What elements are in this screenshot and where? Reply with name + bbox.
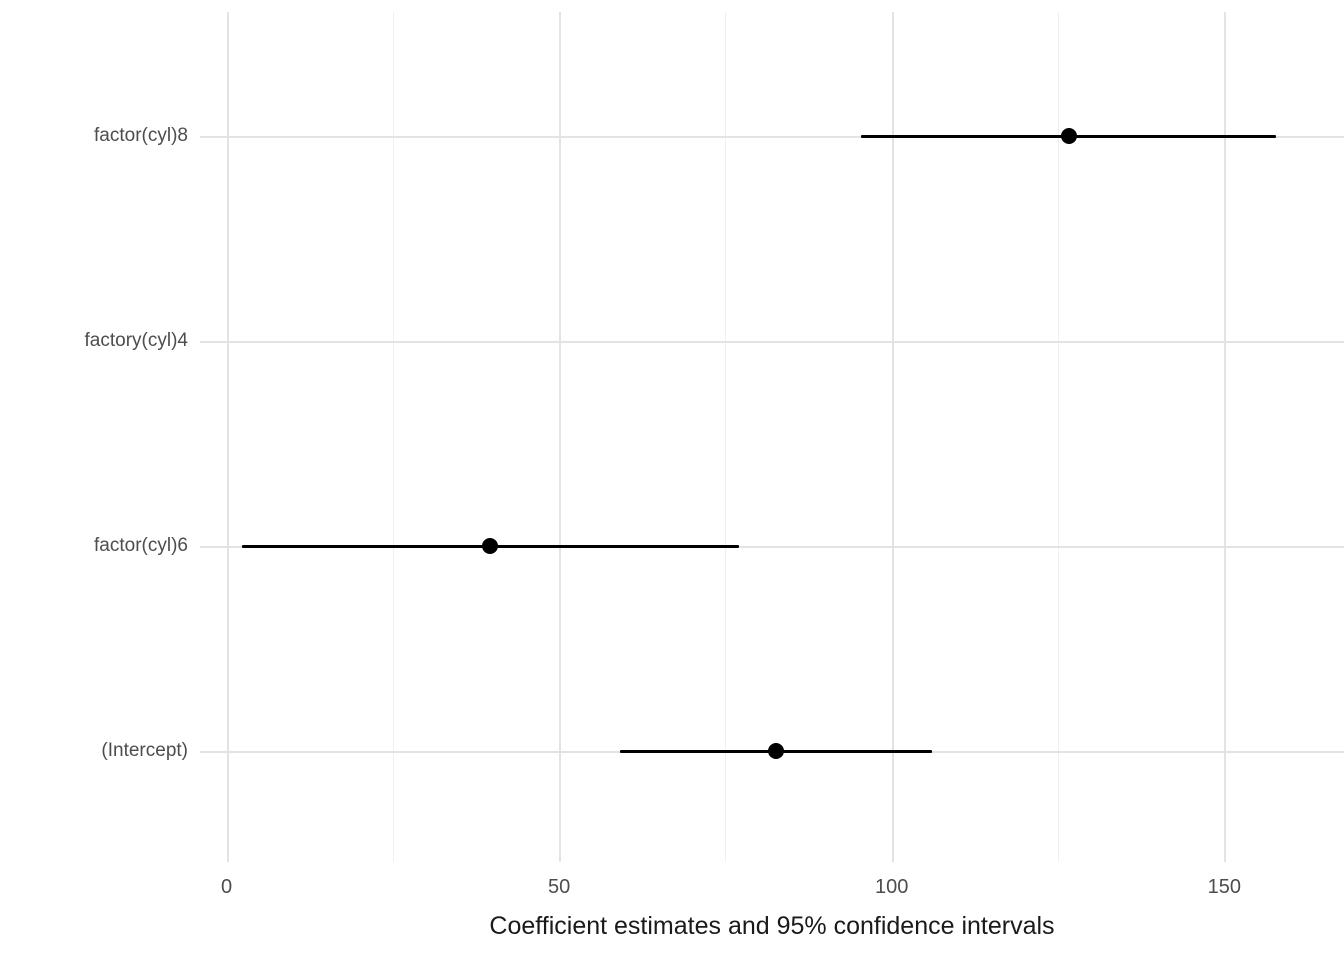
estimate-point [481,538,498,554]
major-gridline-x-150 [1224,12,1227,862]
category-gridline-0 [200,136,1344,138]
category-gridline-2 [200,546,1344,548]
plot-panel [200,12,1344,862]
estimate-point [767,743,784,759]
x-axis-tick-label-150: 150 [1207,876,1241,898]
x-axis-tick-label-50: 50 [548,876,571,898]
y-axis-label-2: factor(cyl)6 [94,535,188,556]
x-axis-title: Coefficient estimates and 95% confidence… [489,912,1055,940]
major-gridline-x-0 [226,12,229,862]
estimate-point [1060,128,1077,144]
minor-gridline-x-75 [725,12,727,862]
y-axis-label-1: factory(cyl)4 [84,330,188,351]
major-gridline-x-100 [891,12,894,862]
minor-gridline-x-125 [1058,12,1059,862]
y-axis-label-3: (Intercept) [101,740,188,761]
x-axis-tick-label-0: 0 [221,876,233,898]
major-gridline-x-50 [559,12,562,862]
x-axis-tick-label-100: 100 [875,876,909,898]
minor-gridline-x-25 [392,12,394,862]
y-axis-label-0: factor(cyl)8 [94,125,188,146]
category-gridline-1 [200,341,1344,343]
